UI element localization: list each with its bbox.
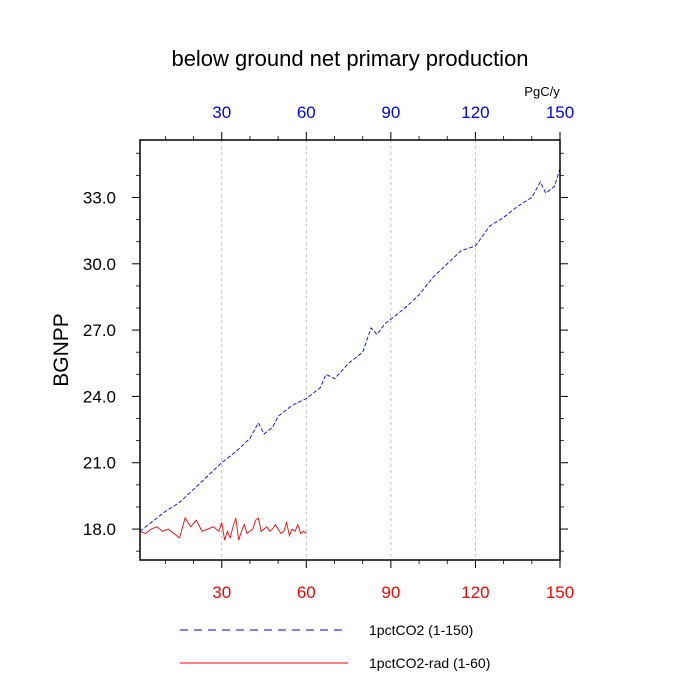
series-group [139,168,561,541]
chart-title: below ground net primary production [171,46,528,71]
axes: 30 30 60 60 90 90 120 120 150 150 18.0 21.0 24.0 27.0… [83,103,574,602]
x-tick-label-bottom: 150 [546,583,574,602]
y-tick-label: 21.0 [83,454,116,473]
series-line-1 [139,168,561,532]
grid [221,140,476,560]
series-line-2 [139,516,307,541]
y-axis-label: BGNPP [50,313,73,387]
units-label: PgC/y [524,84,560,99]
x-tick-label-top: 90 [381,103,400,122]
y-tick-label: 24.0 [83,387,116,406]
x-tick-label-top: 60 [297,103,316,122]
y-tick-label: 18.0 [83,520,116,539]
legend-label-1: 1pctCO2 (1-150) [369,622,473,638]
legend: 1pctCO2 (1-150) 1pctCO2-rad (1-60) [180,622,490,671]
plot-frame [139,139,561,561]
x-tick-label-top: 120 [461,103,489,122]
x-tick-label-bottom: 30 [212,583,231,602]
legend-label-2: 1pctCO2-rad (1-60) [369,655,490,671]
x-tick-label-bottom: 120 [461,583,489,602]
x-tick-label-top: 30 [212,103,231,122]
x-tick-label-top: 150 [546,103,574,122]
y-tick-label: 27.0 [83,321,116,340]
y-tick-label: 33.0 [83,188,116,207]
y-tick-label: 30.0 [83,255,116,274]
x-tick-label-bottom: 90 [381,583,400,602]
x-tick-label-bottom: 60 [297,583,316,602]
